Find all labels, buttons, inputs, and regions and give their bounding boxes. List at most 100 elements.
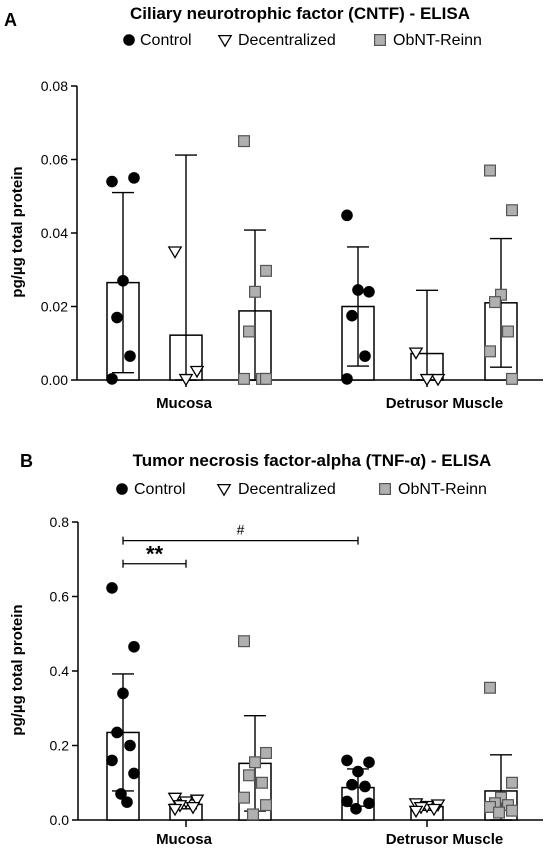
chart-b-category-label-0: Mucosa [156,831,213,848]
chart-b-point-0-1-4 [359,780,371,793]
chart-b-ylabel: pg/µg total protein [9,604,26,735]
chart-a-point-2-1-4 [502,325,515,338]
chart-a-point-0-0-1 [128,172,140,184]
chart-b-point-2-0-4 [256,776,269,789]
chart-a-point-1-0-0 [167,246,183,259]
chart-a-category-label-1: Detrusor Muscle [386,395,504,412]
chart-b-point-2-0-7 [247,808,260,821]
chart-b-category-label-1: Detrusor Muscle [386,831,504,848]
chart-a-point-2-1-3 [489,296,502,309]
chart-b-point-0-0-0 [106,582,118,594]
chart-b-ytick-label: 0.0 [50,812,70,828]
chart-a-legend-marker-0 [123,34,135,46]
chart-b-point-0-0-3 [111,726,123,739]
chart-b-point-1-0-0 [167,792,183,806]
panel-b-letter: B [20,451,33,471]
chart-a-ylabel: pg/µg total protein [9,166,26,297]
chart-b-point-1-0-1 [189,794,205,807]
chart-b-point-0-1-2 [352,765,364,778]
chart-b-point-0-0-8 [121,796,133,808]
chart-b-point-2-1-1 [506,776,519,789]
chart-b-annotation-label-0: ** [146,542,164,567]
chart-a-point-0-0-2 [117,274,129,287]
chart-b-point-2-0-6 [260,799,273,812]
chart-a-point-1-1-0 [408,347,424,360]
chart-a-point-2-0-5 [238,372,251,385]
chart-a-point-0-1-1 [363,286,375,298]
chart-a: Control Decentralized ObNT-Reinn 0.00 0.02 0.… [41,32,543,412]
chart-a-point-2-1-1 [506,204,519,217]
chart-a-point-1-1-2 [419,373,435,387]
chart-b-point-1-1-4 [426,803,442,817]
chart-a-point-0-0-4 [124,350,136,362]
chart-a-ytick-label: 0.00 [41,372,68,388]
chart-a-point-0-1-4 [359,350,371,362]
chart-b: Control Decentralized ObNT-Reinn 0.0 0.2 0.4 0… [50,481,543,848]
chart-a-point-1-1-1 [430,373,446,387]
chart-b-point-0-0-5 [106,754,118,767]
chart-a-legend-label-0: Control [140,32,192,49]
chart-b-point-2-1-6 [506,804,519,817]
chart-a-point-2-1-5 [484,345,497,358]
chart-a-ytick-label: 0.02 [41,299,68,315]
chart-a-point-2-0-1 [260,264,273,277]
chart-a-point-0-1-0 [341,209,353,222]
chart-b-point-2-0-5 [238,791,251,804]
chart-a-point-2-1-0 [484,164,497,177]
chart-a-legend-label-1: Decentralized [238,32,336,49]
chart-a-ytick-label: 0.08 [41,78,68,94]
chart-b-point-0-0-7 [115,788,127,800]
chart-b-ytick-label: 0.6 [50,589,70,605]
chart-b-point-2-0-3 [243,769,256,782]
chart-a-legend-marker-2 [374,33,387,46]
chart-b-legend-marker-0 [116,483,128,495]
chart-b-point-0-1-3 [346,778,358,791]
chart-b-annotation-label-1: # [237,522,245,538]
chart-a-point-0-0-5 [106,373,118,385]
chart-a-point-0-1-5 [341,373,353,385]
chart-b-legend-label-1: Decentralized [238,481,336,498]
chart-b-legend-label-2: ObNT-Reinn [398,481,487,498]
chart-b-point-2-0-0 [238,635,251,648]
chart-b-point-0-0-4 [124,739,136,752]
chart-b-point-2-1-0 [484,681,497,694]
chart-b-ytick-label: 0.2 [50,738,70,754]
chart-b-point-0-1-5 [341,795,353,808]
chart-b-point-0-0-2 [117,687,129,700]
panel-a-letter: A [4,10,17,30]
chart-a-point-2-0-6 [260,372,273,385]
chart-b-point-0-1-7 [350,803,362,815]
chart-b-point-0-1-1 [363,756,375,769]
chart-a-point-2-0-3 [243,325,256,338]
chart-b-title: Tumor necrosis factor-alpha (TNF-α) - EL… [133,451,492,470]
chart-b-point-0-1-0 [341,754,353,767]
chart-b-point-2-0-1 [260,746,273,759]
chart-b-point-1-1-5 [408,805,424,819]
chart-a-point-1-0-2 [178,373,194,387]
chart-a-title: Ciliary neurotrophic factor (CNTF) - ELI… [130,4,470,23]
chart-a-point-2-0-2 [249,285,262,298]
chart-a-legend-label-2: ObNT-Reinn [393,32,482,49]
chart-b-point-0-1-6 [363,797,375,810]
chart-a-point-0-0-0 [106,175,118,188]
chart-a-ytick-label: 0.04 [41,225,68,241]
chart-a-ytick-label: 0.06 [41,152,68,168]
chart-a-point-1-0-1 [189,365,205,379]
chart-b-point-1-0-4 [185,801,201,815]
chart-b-legend-label-0: Control [134,481,186,498]
chart-a-point-2-1-6 [506,372,519,385]
chart-b-point-1-0-5 [167,803,183,817]
chart-a-legend-marker-1 [217,35,233,48]
chart-a-category-label-0: Mucosa [156,395,213,412]
chart-b-legend-marker-1 [216,484,232,497]
chart-a-point-0-1-2 [352,284,364,296]
chart-b-point-2-0-2 [249,756,262,769]
chart-a-point-0-0-3 [111,311,123,324]
chart-a-point-2-0-0 [238,135,251,148]
chart-b-point-0-0-1 [128,640,140,653]
chart-b-ytick-label: 0.8 [50,514,70,530]
chart-a-point-0-1-3 [346,309,358,322]
chart-b-ytick-label: 0.4 [50,663,70,679]
chart-b-point-2-1-7 [493,806,506,819]
